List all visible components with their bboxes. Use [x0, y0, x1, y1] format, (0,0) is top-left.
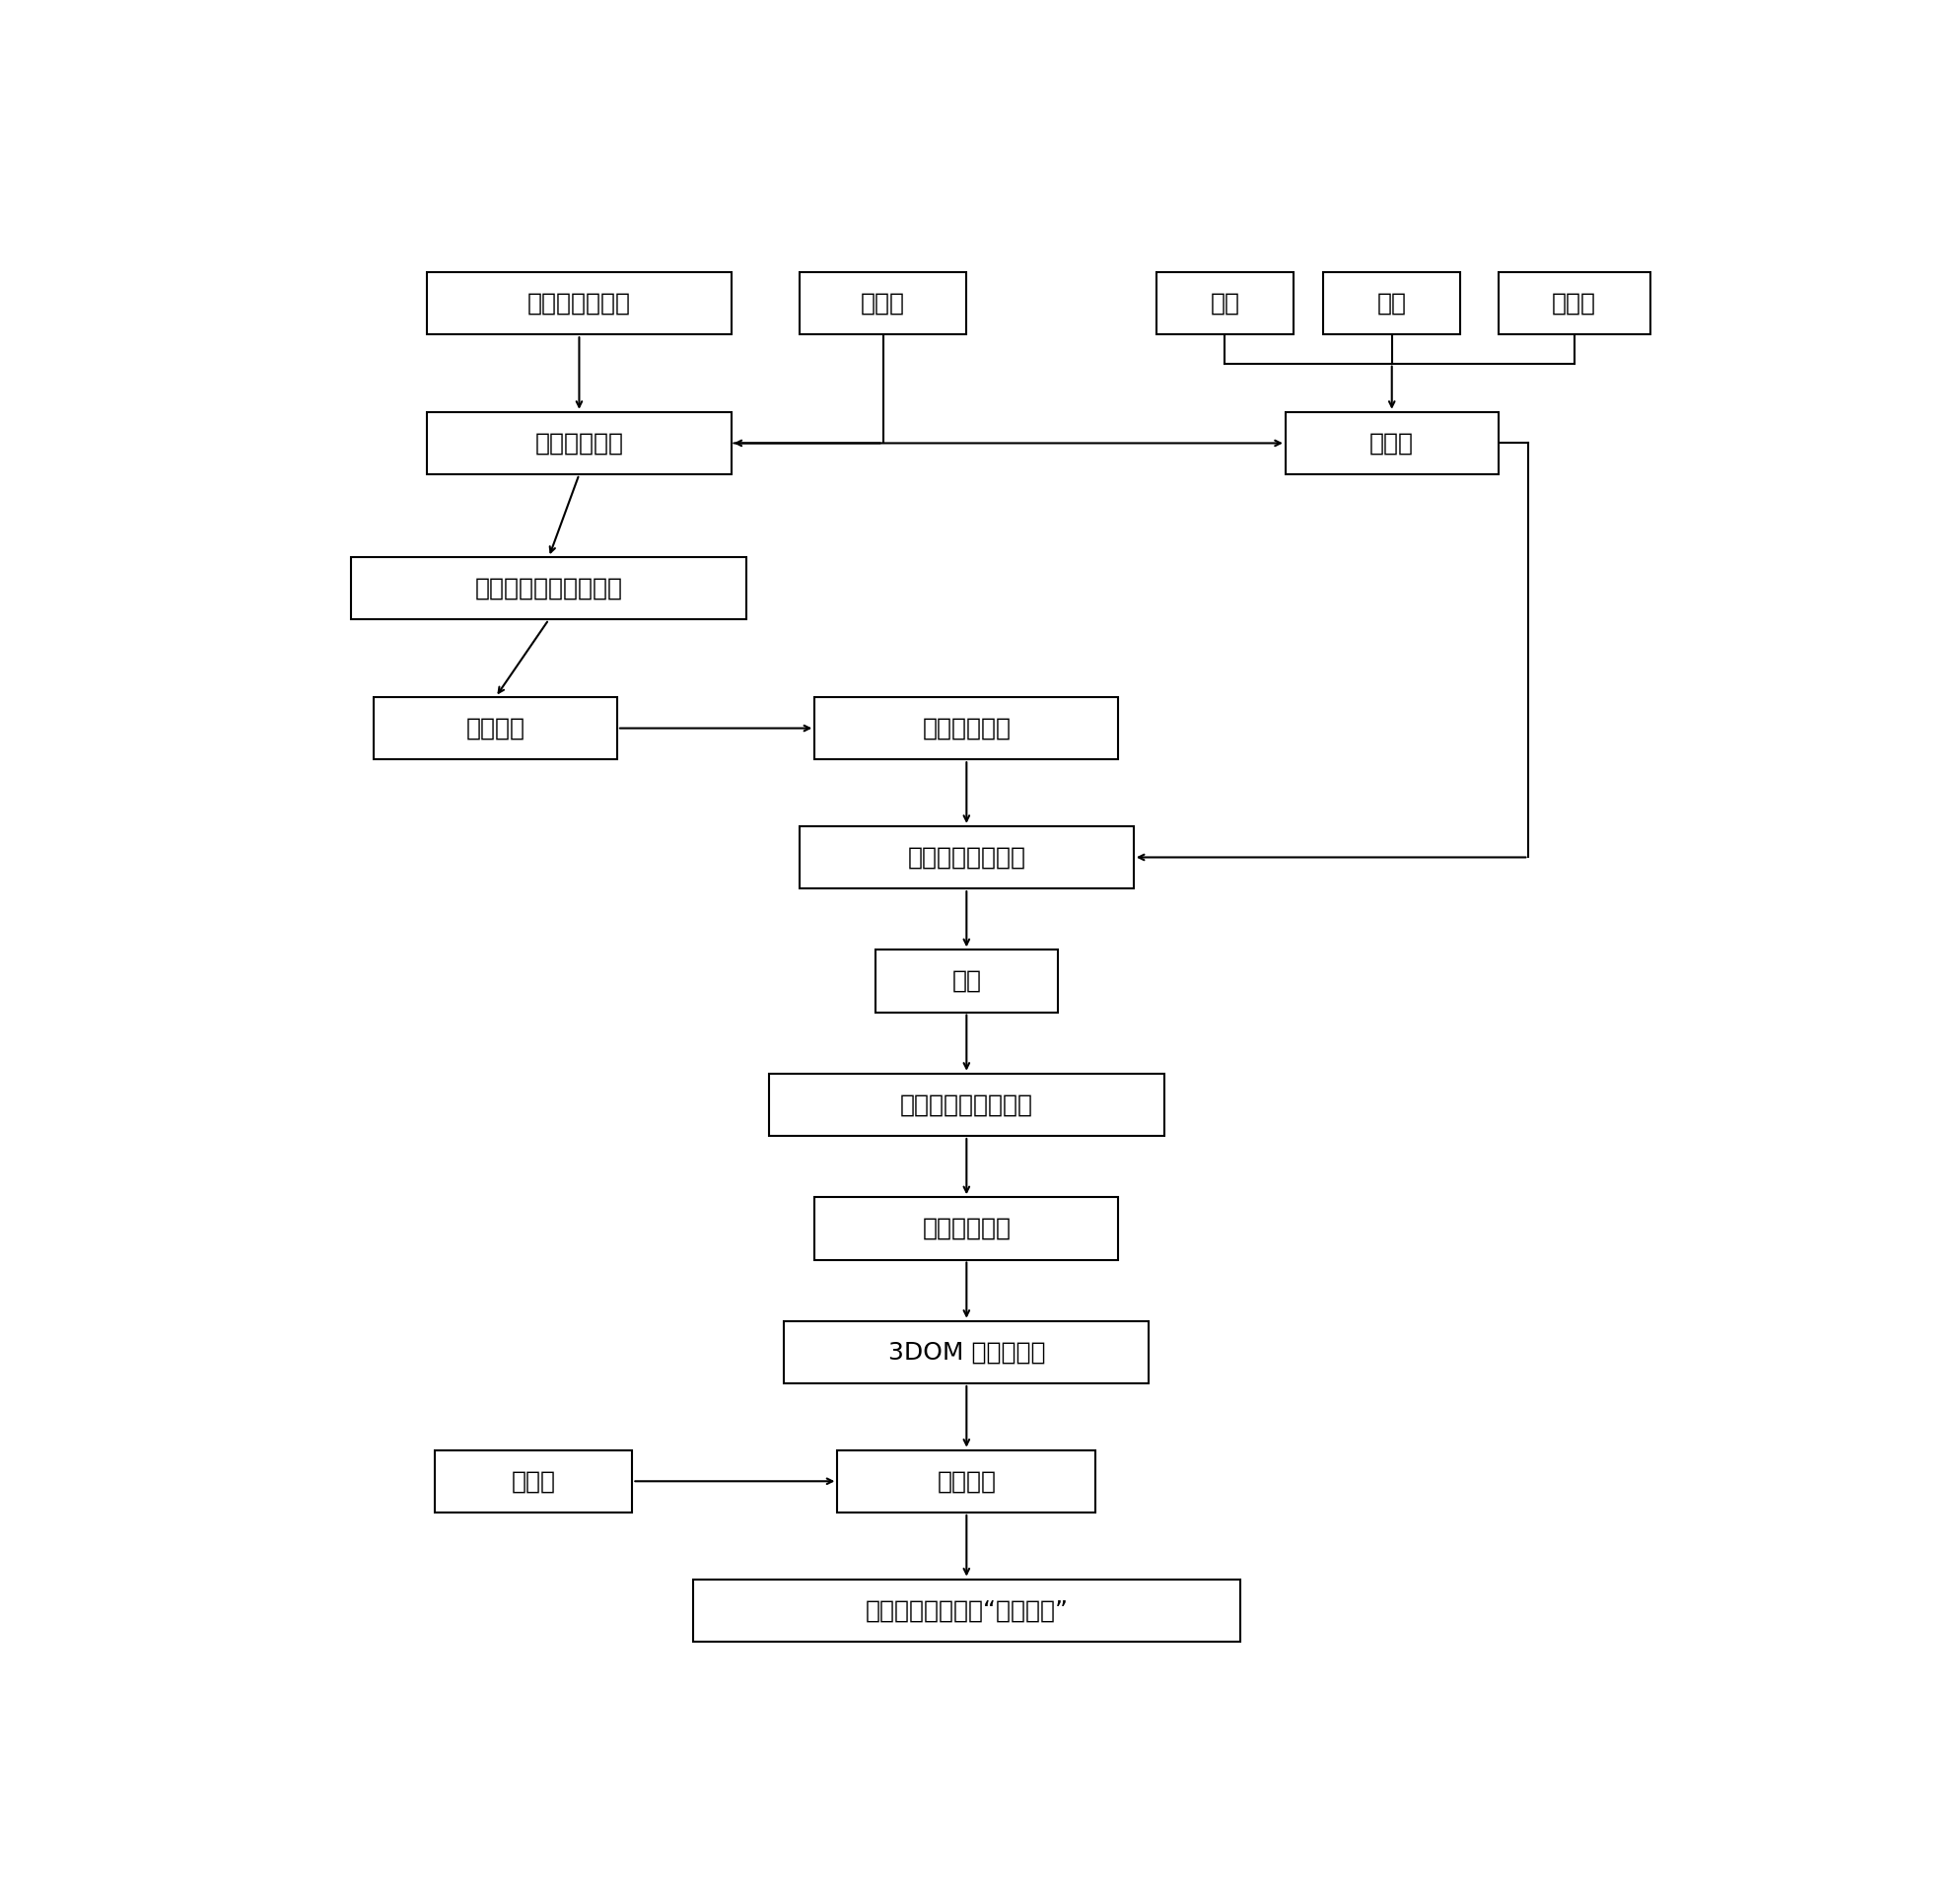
Bar [800, 826, 1133, 889]
Text: 干燥: 干燥 [953, 969, 982, 994]
Bar [800, 272, 966, 334]
Bar [694, 1579, 1241, 1642]
Bar [768, 1073, 1164, 1136]
Bar [837, 1450, 1096, 1512]
Bar [351, 557, 747, 619]
Text: 三维有序大孔钛氧“锂离子筛”: 三维有序大孔钛氧“锂离子筛” [864, 1598, 1068, 1623]
Text: 胶体晶体模板: 胶体晶体模板 [921, 716, 1011, 739]
Text: 聚甲基丙烯酸甲酯乳液: 聚甲基丙烯酸甲酯乳液 [474, 576, 623, 600]
Text: 锂盐: 锂盐 [1209, 291, 1239, 315]
Bar [427, 272, 731, 334]
Bar [1156, 272, 1294, 334]
Text: 引发剂: 引发剂 [860, 291, 906, 315]
Bar [1286, 412, 1497, 475]
Bar [435, 1450, 633, 1512]
Text: 钛盐: 钛盐 [1378, 291, 1407, 315]
Bar [815, 1197, 1119, 1260]
Bar [1497, 272, 1650, 334]
Bar [1323, 272, 1460, 334]
Text: 甲基丙烯酸甲酯: 甲基丙烯酸甲酯 [527, 291, 631, 315]
Text: 填充胶体晶体模板: 填充胶体晶体模板 [907, 846, 1025, 868]
Text: 3DOM 锂钛氧化物: 3DOM 锂钛氧化物 [888, 1339, 1045, 1364]
Text: 胶体晶体模板复合物: 胶体晶体模板复合物 [900, 1092, 1033, 1117]
Bar [427, 412, 731, 475]
Text: 酸浸脱锂: 酸浸脱锂 [937, 1469, 996, 1493]
Bar [815, 697, 1119, 760]
Bar [374, 697, 617, 760]
Text: 前驱液: 前驱液 [1370, 431, 1413, 454]
Bar [784, 1320, 1149, 1383]
Text: 乳液聚合反应: 乳液聚合反应 [535, 431, 623, 454]
Text: 两段恒温焙烧: 两段恒温焙烧 [921, 1216, 1011, 1241]
Text: 柠檬酸: 柠檬酸 [1552, 291, 1595, 315]
Text: 无机酸: 无机酸 [512, 1469, 557, 1493]
Bar [876, 950, 1058, 1013]
Text: 离心沉降: 离心沉降 [466, 716, 525, 739]
